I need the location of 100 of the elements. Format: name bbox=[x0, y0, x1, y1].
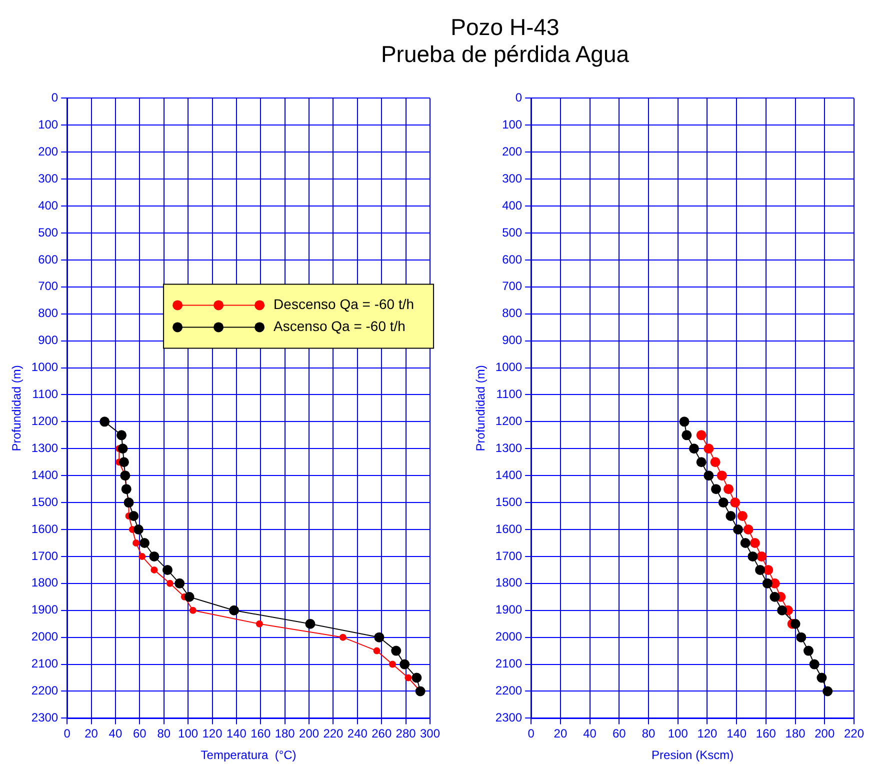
point bbox=[770, 592, 780, 602]
y-tick-label: 800 bbox=[38, 306, 58, 320]
point bbox=[724, 484, 734, 494]
point bbox=[138, 552, 146, 560]
point bbox=[149, 551, 160, 562]
point bbox=[777, 605, 788, 616]
x-tick-label: 160 bbox=[250, 726, 271, 741]
x-tick-label: 20 bbox=[84, 726, 98, 741]
legend-label: Descenso Qa = -60 t/h bbox=[274, 296, 414, 312]
point bbox=[184, 592, 194, 602]
x-tick-label: 240 bbox=[347, 726, 368, 741]
point bbox=[118, 444, 128, 454]
point bbox=[679, 416, 690, 427]
y-tick-label: 1700 bbox=[495, 548, 522, 563]
y-tick-label: 700 bbox=[502, 279, 522, 294]
y-tick-label: 1600 bbox=[495, 522, 522, 536]
point bbox=[743, 524, 754, 535]
y-tick-label: 1700 bbox=[31, 548, 58, 563]
y-tick-label: 1200 bbox=[495, 414, 522, 428]
point bbox=[748, 551, 758, 562]
point bbox=[750, 538, 760, 548]
x-tick-label: 180 bbox=[785, 726, 806, 741]
y-tick-label: 1500 bbox=[495, 494, 522, 509]
y-tick-label: 1300 bbox=[495, 440, 522, 455]
point bbox=[189, 606, 196, 614]
y-tick-label: 900 bbox=[38, 333, 58, 348]
x-tick-label: 200 bbox=[814, 726, 835, 741]
y-tick-label: 800 bbox=[502, 306, 522, 320]
point bbox=[790, 618, 800, 629]
point bbox=[755, 564, 766, 575]
x-tick-label: 80 bbox=[157, 726, 171, 741]
y-axis-title: Profundidad (m) bbox=[474, 365, 488, 452]
point bbox=[174, 578, 185, 588]
y-tick-label: 1100 bbox=[32, 387, 58, 402]
point bbox=[100, 416, 110, 427]
point bbox=[696, 457, 706, 468]
y-tick-label: 200 bbox=[38, 144, 58, 158]
y-tick-label: 1000 bbox=[495, 360, 522, 374]
y-tick-label: 700 bbox=[38, 279, 58, 294]
y-tick-label: 500 bbox=[502, 225, 522, 240]
text: Prueba de pérdida Agua bbox=[380, 41, 630, 68]
y-tick-label: 1300 bbox=[31, 440, 58, 455]
point bbox=[762, 578, 772, 588]
y-axis-title: Profundidad (m) bbox=[10, 365, 24, 452]
x-tick-label: 140 bbox=[226, 726, 247, 741]
point bbox=[716, 470, 727, 481]
x-tick-label: 20 bbox=[554, 726, 568, 741]
x-tick-label: 180 bbox=[274, 726, 296, 741]
x-tick-label: 200 bbox=[299, 726, 320, 741]
y-tick-label: 1400 bbox=[31, 468, 58, 482]
x-tick-label: 80 bbox=[642, 726, 656, 741]
point bbox=[733, 524, 744, 535]
point bbox=[400, 659, 410, 670]
point bbox=[229, 605, 240, 616]
y-tick-label: 200 bbox=[502, 144, 522, 158]
y-tick-label: 1800 bbox=[495, 576, 522, 590]
point bbox=[711, 484, 722, 494]
point bbox=[133, 524, 144, 535]
point bbox=[374, 632, 384, 642]
y-tick-label: 2000 bbox=[495, 630, 522, 644]
y-tick-label: 2200 bbox=[495, 684, 522, 698]
y-tick-label: 1900 bbox=[31, 602, 58, 617]
x-tick-label: 220 bbox=[844, 726, 864, 741]
point bbox=[704, 470, 714, 481]
y-tick-label: 2200 bbox=[31, 684, 58, 698]
point bbox=[412, 672, 422, 683]
y-tick-label: 400 bbox=[38, 198, 58, 212]
y-tick-label: 1100 bbox=[496, 387, 522, 402]
point bbox=[822, 686, 833, 696]
point bbox=[373, 647, 380, 654]
point bbox=[162, 564, 172, 575]
y-tick-label: 600 bbox=[502, 252, 522, 266]
y-tick-label: 300 bbox=[502, 171, 522, 186]
y-tick-label: 100 bbox=[38, 117, 58, 132]
x-tick-label: 260 bbox=[372, 726, 392, 741]
y-tick-label: 2100 bbox=[31, 656, 58, 671]
y-tick-label: 2000 bbox=[31, 630, 58, 644]
y-tick-label: 0 bbox=[515, 90, 522, 105]
point bbox=[710, 457, 720, 468]
point bbox=[737, 511, 748, 522]
point bbox=[166, 580, 174, 587]
point bbox=[132, 539, 140, 546]
point bbox=[256, 620, 263, 628]
x-axis-title: Temperatura (°C) bbox=[200, 748, 296, 762]
point bbox=[718, 498, 728, 508]
point bbox=[756, 551, 767, 562]
point bbox=[682, 430, 692, 440]
point bbox=[804, 646, 814, 656]
x-tick-label: 40 bbox=[583, 726, 597, 741]
point bbox=[696, 430, 706, 440]
y-tick-label: 1200 bbox=[31, 414, 58, 428]
y-tick-label: 1000 bbox=[31, 360, 58, 374]
point bbox=[339, 634, 346, 641]
x-tick-label: 60 bbox=[132, 726, 147, 741]
point bbox=[730, 498, 740, 508]
x-tick-label: 100 bbox=[668, 726, 688, 741]
point bbox=[796, 632, 806, 642]
x-tick-label: 40 bbox=[108, 726, 122, 741]
point bbox=[816, 672, 827, 683]
point bbox=[740, 538, 750, 548]
